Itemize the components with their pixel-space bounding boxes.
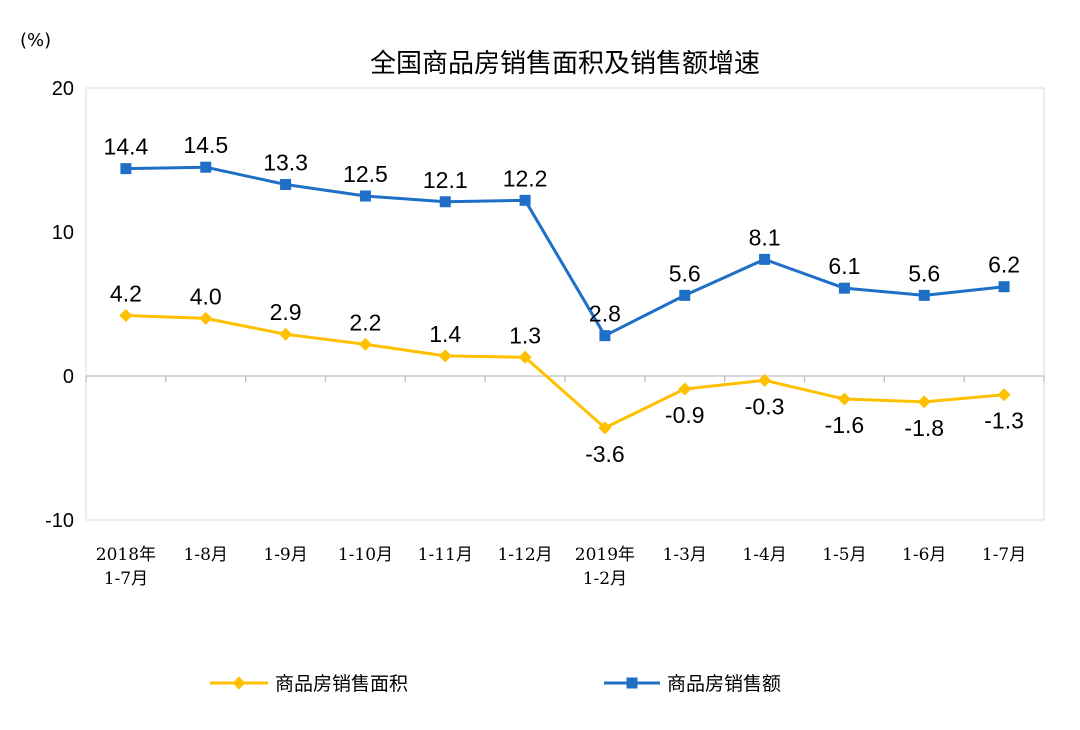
sales-area-data-label: 4.0	[190, 283, 222, 309]
axis-layer: -10 0 10 20 2018年 1-7月 1-8月 1-9月 1-10月 1-11月 1-12月…	[45, 78, 1045, 589]
legend-marker-sales-amount	[626, 677, 638, 689]
sales-area-point	[758, 373, 772, 387]
sales-amount-point	[519, 194, 531, 206]
x-tick-label: 1-4月	[742, 545, 786, 565]
x-tick-label: 1-10月	[338, 545, 393, 565]
sales-amount-point	[918, 289, 930, 301]
sales-area-data-label: 4.2	[110, 281, 142, 307]
x-tick-label: 1-7月	[104, 569, 148, 589]
series-line-sales-area	[125, 314, 1005, 430]
sales-amount-data-label: 8.1	[749, 224, 781, 250]
sales-amount-point	[599, 330, 611, 342]
sales-area-point	[678, 382, 692, 396]
y-axis-unit: (%)	[20, 30, 51, 51]
sales-amount-data-label: 2.8	[589, 301, 621, 327]
data-label-layer: 4.2 4.0 2.9 2.2 1.4 1.3 -3.6 -0.9 -0.3 -1.6 -1.8 -1…	[104, 132, 1024, 467]
sales-amount-point	[679, 289, 691, 301]
sales-amount-point	[759, 253, 771, 265]
chart-title: 全国商品房销售面积及销售额增速	[370, 49, 760, 79]
sales-area-data-label: 2.9	[270, 299, 302, 325]
y-tick-label: 0	[63, 366, 74, 388]
sales-area-data-label: 1.4	[429, 321, 461, 347]
sales-amount-data-label: 12.5	[343, 161, 388, 187]
sales-amount-data-label: 6.2	[988, 252, 1020, 278]
x-tick-label: 1-9月	[263, 545, 307, 565]
x-tick-label: 2019年	[575, 545, 635, 565]
sales-amount-data-label: 14.5	[183, 132, 228, 158]
sales-amount-data-label: 6.1	[828, 253, 860, 279]
legend-label-sales-area: 商品房销售面积	[275, 673, 408, 695]
sales-amount-point	[439, 196, 451, 208]
x-tick-label: 1-6月	[902, 545, 946, 565]
sales-amount-point	[998, 281, 1010, 293]
sales-area-data-label: -1.3	[984, 408, 1024, 434]
sales-amount-data-label: 13.3	[263, 149, 308, 175]
x-tick-label: 1-2月	[583, 569, 627, 589]
sales-amount-data-label: 5.6	[669, 260, 701, 286]
sales-amount-data-label: 12.1	[423, 167, 468, 193]
x-tick-label: 1-3月	[663, 545, 707, 565]
sales-amount-point	[200, 161, 212, 173]
sales-area-data-label: -0.9	[665, 402, 705, 428]
sales-area-data-label: 1.3	[509, 322, 541, 348]
sales-area-data-label: 2.2	[349, 309, 381, 335]
sales-area-point	[518, 350, 532, 364]
sales-area-data-label: -3.6	[585, 441, 625, 467]
sales-amount-point	[838, 282, 850, 294]
y-tick-label: -10	[45, 510, 74, 532]
sales-area-point	[358, 337, 372, 351]
x-tick-label: 1-12月	[497, 545, 552, 565]
x-tick-label: 1-7月	[982, 545, 1026, 565]
series-line-sales-amount	[125, 165, 1005, 338]
sales-area-data-label: -0.3	[745, 393, 785, 419]
sales-area-point	[598, 421, 612, 435]
x-tick-label: 1-11月	[418, 545, 473, 565]
sales-amount-data-label: 5.6	[908, 260, 940, 286]
x-tick-label: 1-5月	[822, 545, 866, 565]
sales-amount-point	[280, 178, 292, 190]
sales-area-point	[917, 395, 931, 409]
legend-label-sales-amount: 商品房销售额	[667, 673, 781, 695]
sales-amount-point	[359, 190, 371, 202]
sales-area-point	[119, 309, 133, 323]
legend-marker-sales-area	[232, 676, 246, 690]
x-tick-label: 1-8月	[184, 545, 228, 565]
sales-area-point	[997, 388, 1011, 402]
sales-amount-data-label: 12.2	[503, 165, 548, 191]
y-tick-label: 20	[52, 78, 74, 100]
series-layer	[119, 161, 1011, 435]
sales-area-point	[837, 392, 851, 406]
sales-area-point	[438, 349, 452, 363]
sales-amount-data-label: 14.4	[104, 134, 149, 160]
sales-area-data-label: -1.8	[904, 415, 944, 441]
sales-area-point	[279, 327, 293, 341]
sales-amount-point	[120, 163, 132, 175]
x-tick-label: 2018年	[96, 545, 156, 565]
y-tick-label: 10	[52, 222, 74, 244]
sales-area-data-label: -1.6	[825, 412, 865, 438]
legend: 商品房销售面积 商品房销售额	[210, 673, 781, 695]
sales-area-point	[199, 311, 213, 325]
plot-area-frame	[85, 87, 1045, 521]
